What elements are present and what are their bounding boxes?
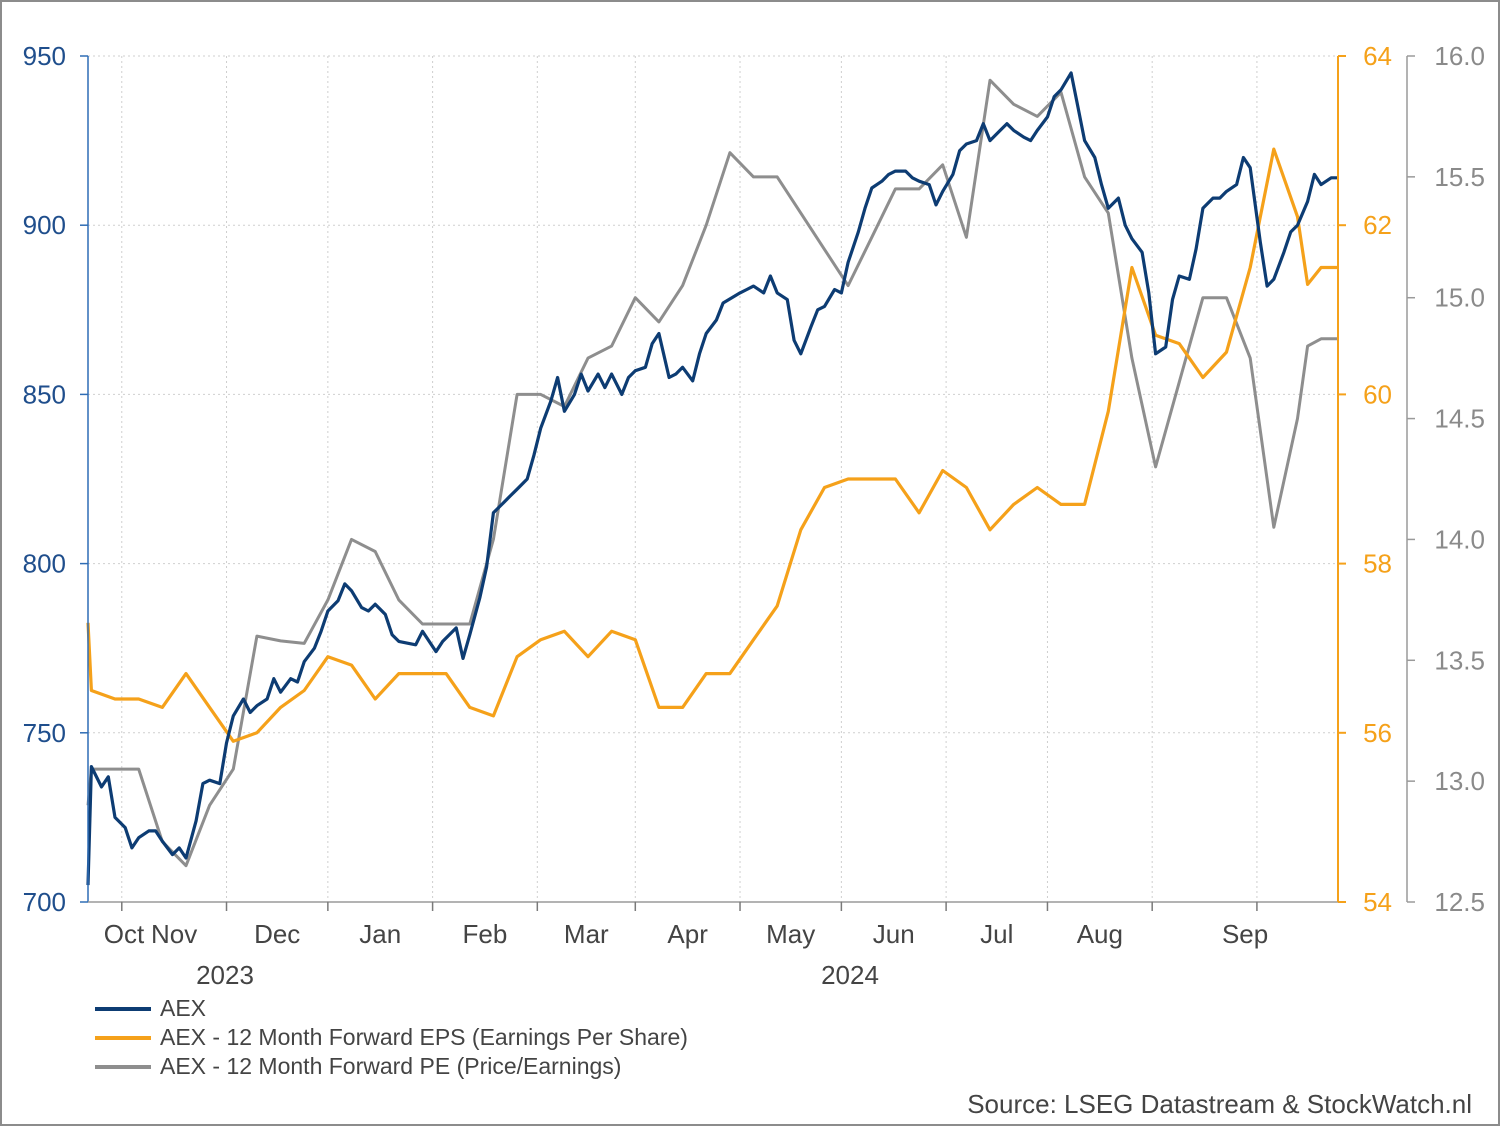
right2-tick-label-4: 14.0 [1434,524,1485,554]
x-tick-label-jul: Jul [980,919,1013,949]
right2-tick-label-2: 15.0 [1434,283,1485,313]
legend-item-aex: AEX [95,994,688,1023]
year-label-2024: 2024 [821,960,879,990]
right-tick-label-3: 58 [1363,549,1392,579]
legend-item-eps: AEX - 12 Month Forward EPS (Earnings Per… [95,1023,688,1052]
x-tick-label-may: May [766,919,815,949]
x-tick-label-sep: Sep [1222,919,1268,949]
x-tick-label-aug: Aug [1077,919,1123,949]
right-tick-label-4: 56 [1363,718,1392,748]
legend-item-pe: AEX - 12 Month Forward PE (Price/Earning… [95,1052,688,1081]
legend: AEX AEX - 12 Month Forward EPS (Earnings… [95,994,688,1081]
left-tick-label-0: 950 [23,41,66,71]
legend-swatch-eps [95,1035,151,1040]
right-tick-label-0: 64 [1363,41,1392,71]
left-tick-label-5: 700 [23,887,66,917]
right-tick-label-1: 62 [1363,210,1392,240]
right-tick-label-2: 60 [1363,379,1392,409]
legend-swatch-pe [95,1064,151,1069]
x-tick-label-nov: Nov [151,919,197,949]
right2-tick-label-0: 16.0 [1434,41,1485,71]
left-tick-label-4: 750 [23,718,66,748]
legend-label-eps: AEX - 12 Month Forward EPS (Earnings Per… [160,1024,688,1050]
source-note: Source: LSEG Datastream & StockWatch.nl [967,1089,1472,1119]
x-tick-label-apr: Apr [667,919,708,949]
x-tick-label-feb: Feb [463,919,508,949]
x-tick-label-dec: Dec [254,919,300,949]
series-line-0 [86,71,1338,886]
x-tick-label-mar: Mar [564,919,609,949]
left-tick-label-1: 900 [23,210,66,240]
x-tick-label-jun: Jun [873,919,915,949]
left-tick-label-3: 800 [23,549,66,579]
year-label-2023: 2023 [196,960,254,990]
right2-tick-label-1: 15.5 [1434,162,1485,192]
right-tick-label-5: 54 [1363,887,1392,917]
right2-tick-label-3: 14.5 [1434,404,1485,434]
right2-tick-label-5: 13.5 [1434,645,1485,675]
legend-swatch-aex [95,1006,151,1011]
x-tick-label-jan: Jan [359,919,401,949]
series-line-2 [86,78,1338,868]
legend-label-pe: AEX - 12 Month Forward PE (Price/Earning… [160,1053,622,1079]
right2-tick-label-6: 13.0 [1434,766,1485,796]
x-tick-label-oct: Oct [104,919,145,949]
right2-tick-label-7: 12.5 [1434,887,1485,917]
left-tick-label-2: 850 [23,379,66,409]
legend-label-aex: AEX [160,995,207,1021]
